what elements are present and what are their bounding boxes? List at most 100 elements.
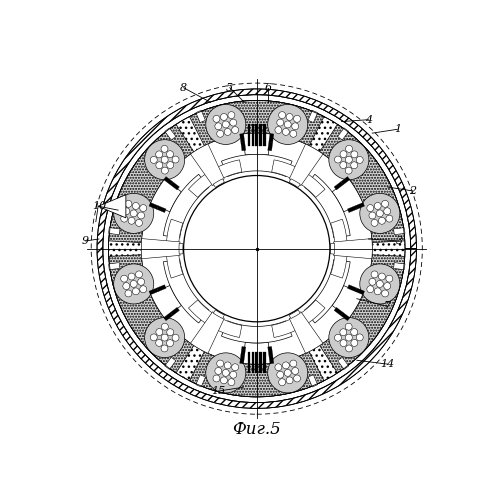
Circle shape [161,334,168,341]
Circle shape [292,123,299,130]
Polygon shape [188,300,213,324]
Circle shape [161,167,168,174]
Polygon shape [269,355,274,364]
Circle shape [382,200,389,207]
Polygon shape [257,100,385,191]
Circle shape [215,123,222,130]
Circle shape [345,323,352,330]
Polygon shape [98,194,126,218]
Polygon shape [301,174,325,198]
Polygon shape [257,306,385,397]
Polygon shape [289,312,323,354]
Text: 6: 6 [265,82,272,92]
Circle shape [121,215,128,222]
Polygon shape [109,174,157,323]
Polygon shape [269,134,274,142]
Circle shape [172,156,179,163]
Polygon shape [157,206,166,212]
Polygon shape [256,352,258,373]
Polygon shape [247,124,250,146]
Text: Фиг.5: Фиг.5 [232,421,281,438]
Text: 4: 4 [365,114,372,124]
Circle shape [161,323,168,330]
Polygon shape [213,310,224,318]
Circle shape [172,334,179,341]
Polygon shape [259,124,262,146]
Polygon shape [97,89,416,408]
Polygon shape [289,144,323,186]
Polygon shape [166,254,183,278]
Polygon shape [166,219,183,243]
Polygon shape [241,142,246,151]
Circle shape [130,280,137,287]
Circle shape [277,372,284,378]
Circle shape [371,271,378,278]
Polygon shape [301,300,325,324]
Polygon shape [252,124,255,146]
Circle shape [340,340,347,346]
Polygon shape [165,358,176,370]
Circle shape [125,200,132,207]
Circle shape [351,328,358,336]
Circle shape [156,328,163,336]
Circle shape [340,162,347,168]
Polygon shape [163,174,209,238]
Polygon shape [164,312,173,320]
Circle shape [279,378,286,386]
Polygon shape [305,174,350,238]
Polygon shape [157,284,166,292]
Circle shape [161,146,168,152]
Circle shape [277,119,284,126]
Circle shape [140,286,147,292]
Polygon shape [334,308,343,316]
Polygon shape [239,355,244,364]
Text: 5: 5 [226,82,233,92]
Polygon shape [394,228,405,234]
Circle shape [351,151,358,158]
Circle shape [284,370,291,376]
Circle shape [376,210,383,217]
Circle shape [145,140,185,179]
Circle shape [183,176,330,322]
Circle shape [351,340,358,346]
Polygon shape [242,342,271,364]
Text: 3: 3 [396,236,403,246]
Polygon shape [247,352,250,373]
Circle shape [206,104,246,144]
Polygon shape [165,128,176,140]
Polygon shape [149,288,158,295]
Circle shape [284,121,291,128]
Circle shape [150,334,157,341]
Polygon shape [256,124,258,146]
Circle shape [114,264,154,304]
Polygon shape [305,260,350,323]
Circle shape [213,116,220,122]
Circle shape [384,208,391,214]
Circle shape [371,220,378,226]
Polygon shape [355,202,365,209]
Circle shape [161,345,168,352]
Polygon shape [196,374,205,387]
Circle shape [292,368,299,374]
Circle shape [268,104,308,144]
Circle shape [374,288,381,295]
Polygon shape [221,154,292,176]
Polygon shape [338,128,349,140]
Circle shape [286,114,293,120]
Circle shape [156,162,163,168]
Circle shape [230,372,237,378]
Polygon shape [252,352,255,373]
Circle shape [369,278,376,285]
Polygon shape [334,182,343,190]
Circle shape [231,126,238,134]
Circle shape [340,150,347,158]
Text: 9: 9 [82,236,89,246]
Polygon shape [263,124,266,146]
Circle shape [335,334,341,341]
Circle shape [382,290,389,297]
Circle shape [220,377,227,384]
Circle shape [351,162,358,168]
Circle shape [329,318,369,358]
Circle shape [222,121,229,128]
Circle shape [138,278,145,285]
